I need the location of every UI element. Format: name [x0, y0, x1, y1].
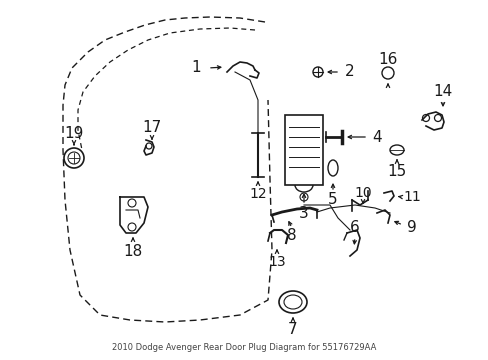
Text: 2: 2 — [345, 64, 354, 80]
Text: 7: 7 — [287, 323, 297, 338]
Text: 16: 16 — [378, 51, 397, 67]
Text: 15: 15 — [386, 165, 406, 180]
Text: 5: 5 — [327, 193, 337, 207]
Text: 11: 11 — [402, 190, 420, 204]
Text: 18: 18 — [123, 243, 142, 258]
Text: 10: 10 — [353, 186, 371, 200]
Text: 1: 1 — [191, 60, 201, 76]
Text: 14: 14 — [432, 84, 452, 99]
Text: 6: 6 — [349, 220, 359, 235]
Text: 17: 17 — [142, 120, 162, 135]
Text: 3: 3 — [299, 207, 308, 221]
Text: 19: 19 — [64, 126, 83, 140]
Text: 2010 Dodge Avenger Rear Door Plug Diagram for 55176729AA: 2010 Dodge Avenger Rear Door Plug Diagra… — [112, 343, 375, 352]
Text: 13: 13 — [267, 255, 285, 269]
Text: 9: 9 — [407, 220, 416, 235]
Text: 8: 8 — [286, 229, 296, 243]
Text: 12: 12 — [249, 187, 266, 201]
Text: 4: 4 — [371, 130, 381, 144]
